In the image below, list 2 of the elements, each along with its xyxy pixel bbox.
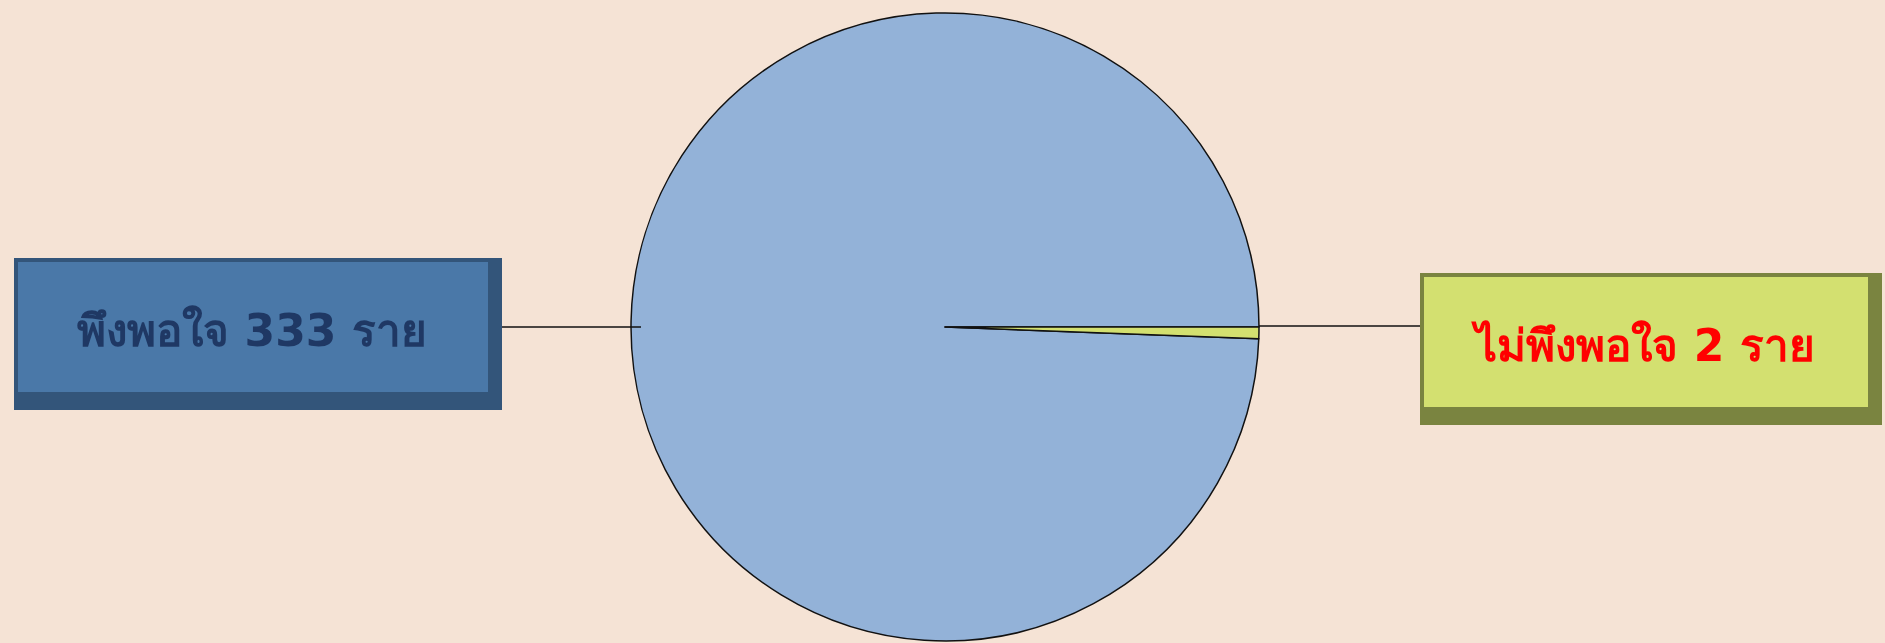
slice-label: ไม่พึงพอใจ 2 ราย: [1471, 320, 1815, 371]
slice-label: พึงพอใจ 333 ราย: [77, 305, 427, 356]
